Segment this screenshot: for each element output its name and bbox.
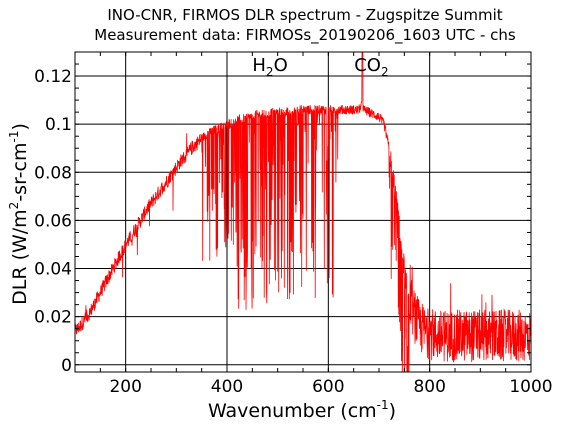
y-tick-label-2: 0.04 <box>34 260 72 280</box>
x-tick-label-2: 600 <box>312 377 344 397</box>
annotation-0: H2O <box>252 55 287 79</box>
dlr-spectrum-line <box>75 52 531 372</box>
y-tick-label-6: 0.12 <box>34 67 72 87</box>
x-tick-label-3: 800 <box>413 377 445 397</box>
y-tick-label-3: 0.06 <box>34 211 72 231</box>
plot-area <box>75 52 531 372</box>
y-tick-label-4: 0.08 <box>34 163 72 183</box>
x-tick-label-0: 200 <box>109 377 141 397</box>
y-tick-labels: 0 0.02 0.04 0.06 0.08 0.1 0.12 <box>34 67 72 376</box>
y-tick-label-5: 0.1 <box>45 115 72 135</box>
x-tick-label-1: 400 <box>211 377 243 397</box>
annotation-1: CO2 <box>354 55 388 79</box>
x-axis-label: Wavenumber (cm-1) <box>208 398 396 422</box>
chart-subtitle: Measurement data: FIRMOSs_20190206_1603 … <box>94 26 516 45</box>
x-tick-labels: 200 400 600 800 1000 <box>109 377 552 397</box>
y-axis-label: DLR (W/m2-sr-cm-1) <box>7 123 31 305</box>
y-tick-label-0: 0 <box>61 356 72 376</box>
chart-title: INO-CNR, FIRMOS DLR spectrum - Zugspitze… <box>107 6 502 24</box>
y-tick-label-1: 0.02 <box>34 308 72 328</box>
axis-ticks <box>74 51 532 372</box>
x-tick-label-4: 1000 <box>509 377 552 397</box>
annotations: H2O CO2 <box>252 55 388 79</box>
